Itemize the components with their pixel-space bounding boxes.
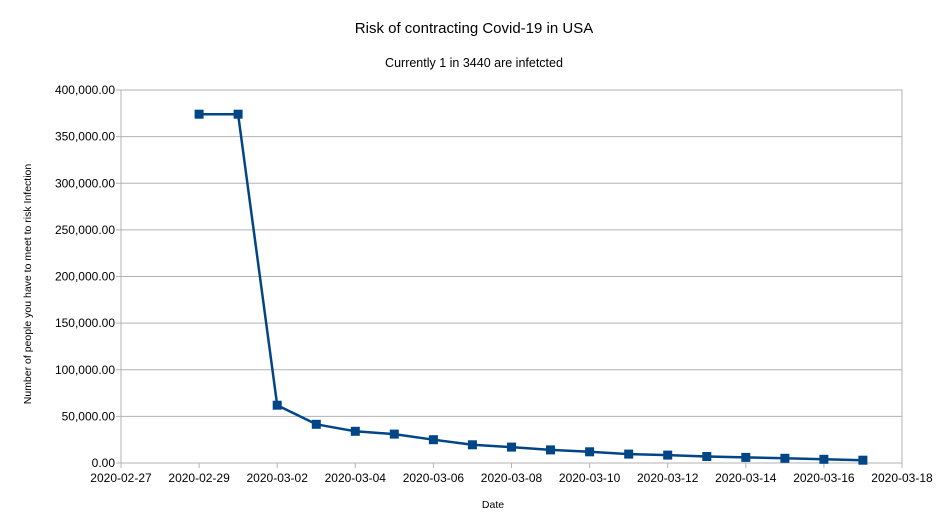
x-tick-label: 2020-03-14	[715, 471, 777, 485]
x-tick-label: 2020-03-06	[403, 471, 465, 485]
y-tick-label: 300,000.00	[55, 176, 115, 190]
data-point-marker	[311, 419, 321, 429]
data-point-marker	[741, 452, 751, 462]
data-point-marker	[624, 449, 634, 459]
data-point-marker	[585, 447, 595, 457]
y-axis-ticks: 0.00 50,000.00 100,000.00 150,000.00 200,000…	[55, 83, 121, 470]
x-tick-label: 2020-03-12	[637, 471, 699, 485]
data-point-marker	[780, 453, 790, 463]
data-point-marker	[858, 455, 868, 465]
y-tick-label: 200,000.00	[55, 270, 115, 284]
y-tick-label: 250,000.00	[55, 223, 115, 237]
y-tick-label: 400,000.00	[55, 83, 115, 97]
x-tick-label: 2020-03-16	[793, 471, 855, 485]
data-point-marker	[702, 452, 712, 461]
x-tick-label: 2020-03-18	[871, 471, 933, 485]
x-axis-ticks: 2020-02-27 2020-02-29 2020-03-02 2020-03-04…	[90, 463, 933, 485]
y-tick-label: 150,000.00	[55, 316, 115, 330]
data-point-marker	[428, 435, 438, 445]
data-point-marker	[663, 450, 673, 460]
y-tick-label: 0.00	[92, 456, 116, 470]
x-tick-label: 2020-03-10	[559, 471, 621, 485]
y-tick-label: 50,000.00	[62, 409, 116, 423]
chart-subtitle: Currently 1 in 3440 are infetcted	[385, 56, 563, 70]
x-tick-label: 2020-02-27	[90, 471, 152, 485]
y-tick-label: 350,000.00	[55, 130, 115, 144]
x-tick-label: 2020-02-29	[168, 471, 230, 485]
grid-lines	[121, 89, 902, 464]
data-point-marker	[507, 442, 516, 452]
data-point-marker	[194, 109, 204, 119]
series-line	[199, 112, 863, 462]
series-layer	[194, 109, 868, 465]
data-point-marker	[546, 445, 555, 455]
chart-title: Risk of contracting Covid-19 in USA	[355, 20, 593, 37]
x-tick-label: 2020-03-04	[325, 471, 387, 485]
x-tick-label: 2020-03-02	[247, 471, 309, 485]
data-point-marker	[272, 400, 282, 410]
y-axis-title: Number of people you have to meet to ris…	[22, 164, 34, 405]
data-point-marker	[467, 440, 477, 450]
data-point-marker	[389, 429, 399, 439]
x-tick-label: 2020-03-08	[481, 471, 543, 485]
data-point-marker	[350, 426, 360, 436]
data-point-marker	[819, 454, 829, 464]
x-axis-title: Date	[482, 499, 504, 511]
data-point-marker	[233, 109, 243, 119]
y-tick-label: 100,000.00	[55, 363, 115, 377]
